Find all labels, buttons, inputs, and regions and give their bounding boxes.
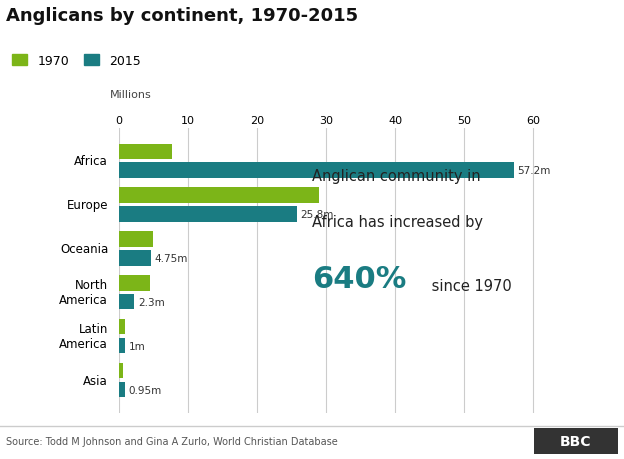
Text: 0.95m: 0.95m xyxy=(129,385,162,395)
Bar xyxy=(119,275,150,291)
Bar xyxy=(119,382,125,397)
Bar xyxy=(119,295,134,310)
Bar xyxy=(119,188,319,203)
Text: Anglican community in: Anglican community in xyxy=(312,168,480,184)
Text: 25.8m: 25.8m xyxy=(300,210,334,219)
Bar xyxy=(119,251,152,266)
Text: 4.75m: 4.75m xyxy=(155,253,188,263)
Text: Millions: Millions xyxy=(110,90,152,100)
Bar xyxy=(119,207,297,222)
Bar xyxy=(119,338,125,353)
Text: 1m: 1m xyxy=(129,341,145,351)
Text: BBC: BBC xyxy=(560,434,592,448)
Bar xyxy=(119,144,172,160)
Bar xyxy=(119,232,153,247)
Legend: 1970, 2015: 1970, 2015 xyxy=(12,55,141,67)
Text: 640%: 640% xyxy=(312,265,406,294)
Text: Africa has increased by: Africa has increased by xyxy=(312,214,483,230)
Bar xyxy=(119,319,125,335)
Text: since 1970: since 1970 xyxy=(427,279,512,294)
Bar xyxy=(119,163,514,179)
Text: Anglicans by continent, 1970-2015: Anglicans by continent, 1970-2015 xyxy=(6,7,358,25)
Text: Source: Todd M Johnson and Gina A Zurlo, World Christian Database: Source: Todd M Johnson and Gina A Zurlo,… xyxy=(6,436,338,446)
Text: 2.3m: 2.3m xyxy=(138,297,165,307)
Bar xyxy=(119,363,124,379)
Text: 57.2m: 57.2m xyxy=(517,166,551,176)
